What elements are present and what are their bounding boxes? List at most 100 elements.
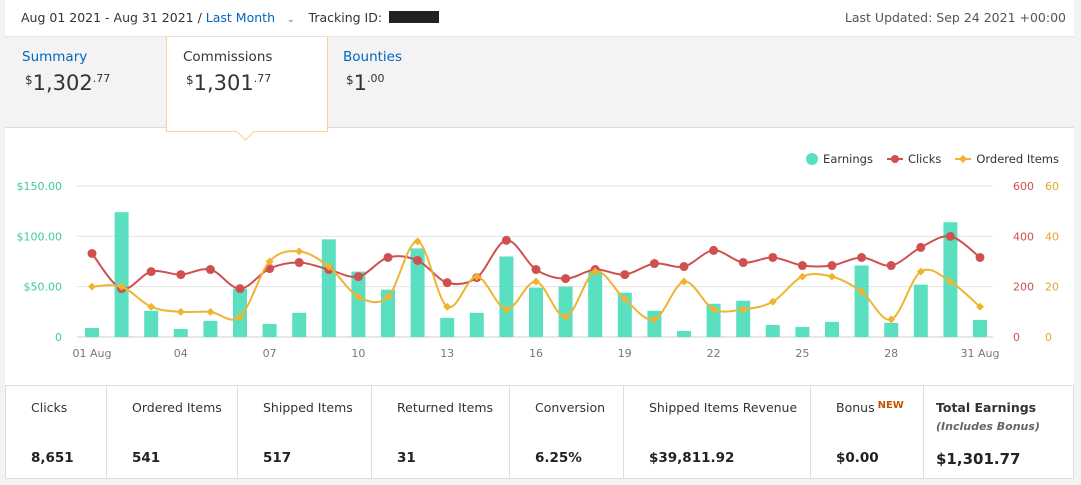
clicks-point (975, 252, 985, 262)
y-right-clicks-tick: 200 (1013, 281, 1034, 294)
tab-commissions[interactable]: Commissions $1,301.77 (166, 37, 328, 141)
stat-shipped-items: Shipped Items 517 (238, 386, 372, 478)
tab-summary[interactable]: Summary $1,302.77 (5, 37, 167, 127)
ordered-items-point (206, 307, 215, 316)
ordered-items-point (147, 302, 156, 311)
stat-bonus: Bonus NEW $0.00 (811, 386, 924, 478)
clicks-point (738, 258, 748, 268)
ordered-items-point (591, 267, 600, 276)
tab-commissions-label[interactable]: Commissions (183, 49, 273, 65)
ordered-items-point (828, 272, 836, 281)
earnings-bar (85, 327, 99, 337)
y-right-items-tick: 20 (1045, 281, 1059, 294)
cents: .77 (92, 72, 111, 85)
x-tick: 07 (263, 347, 277, 360)
legend-earnings[interactable]: Earnings (806, 152, 873, 166)
tab-summary-label[interactable]: Summary (22, 49, 88, 65)
y-right-items-tick: 60 (1045, 180, 1059, 193)
tab-commissions-value: $1,301.77 (186, 71, 271, 95)
clicks-point (620, 270, 630, 280)
ordered-items-point (680, 277, 688, 286)
earnings-bar (262, 323, 277, 337)
period-dropdown[interactable]: Last Month (205, 10, 275, 25)
cents: .00 (367, 72, 385, 85)
y-right-items-tick: 0 (1045, 331, 1052, 344)
earnings-bar (203, 320, 218, 337)
earnings-bar (114, 212, 129, 337)
legend-clicks[interactable]: Clicks (886, 152, 942, 166)
tracking-id-redacted[interactable] (389, 11, 440, 23)
legend-label: Clicks (907, 152, 942, 166)
ordered-items-point (857, 287, 866, 296)
y-left-tick: 0 (55, 331, 62, 344)
clicks-point (857, 252, 867, 262)
ordered-items-point (176, 307, 185, 316)
clicks-point (827, 261, 837, 271)
earnings-bar (351, 271, 366, 337)
clicks-point (916, 242, 926, 252)
earnings-bar (854, 265, 869, 337)
stat-label: Clicks (31, 400, 68, 415)
tab-summary-value: $1,302.77 (25, 71, 110, 95)
ordered-items-point (265, 257, 274, 266)
stat-conversion: Conversion 6.25% (510, 386, 624, 478)
y-right-items-tick: 40 (1045, 230, 1059, 243)
earnings-dot-icon (806, 153, 819, 165)
tab-bounties-label[interactable]: Bounties (343, 49, 403, 65)
y-left-tick: $50.00 (24, 281, 63, 294)
ordered-items-point (117, 282, 126, 291)
x-tick: 01 Aug (73, 347, 112, 360)
chart-panel: Earnings Clicks Ordered Items 0 0 0 $50.00 2… (5, 128, 1074, 385)
chart-legend: Earnings Clicks Ordered Items (806, 152, 1059, 166)
x-tick: 16 (529, 347, 543, 360)
ordered-items-point (236, 312, 244, 321)
stat-value: $0.00 (836, 450, 879, 466)
ordered-items-point (502, 305, 511, 314)
earnings-bar (410, 248, 425, 337)
legend-ordered-items[interactable]: Ordered Items (955, 152, 1059, 166)
clicks-point (205, 265, 215, 275)
earnings-bar (292, 312, 307, 337)
tab-bounties-value: $1.00 (346, 71, 385, 95)
stat-value: 517 (263, 450, 292, 466)
ordered-items-point (709, 305, 718, 314)
earnings-bar (381, 289, 395, 337)
ordered-items-point (88, 282, 96, 291)
clicks-point (531, 265, 541, 275)
x-tick: 22 (707, 347, 721, 360)
date-range: Aug 01 2021 - Aug 31 2021 (21, 10, 194, 25)
clicks-point (294, 258, 304, 268)
earnings-bar (765, 324, 780, 337)
clicks-point (413, 255, 423, 265)
x-tick: 28 (884, 347, 898, 360)
stat-sublabel: (Includes Bonus) (936, 420, 1040, 433)
ordered-items-point (739, 305, 748, 314)
stat-label: Ordered Items (132, 400, 222, 415)
earnings-bar (795, 326, 810, 337)
earnings-bar (173, 328, 188, 337)
stat-label: Conversion (535, 400, 606, 415)
earnings-chart: 0 0 0 $50.00 200 20 $100.00 400 40 $150.00 600 60 01… (17, 180, 1060, 360)
clicks-point (649, 259, 659, 269)
earnings-bar (144, 310, 159, 337)
stat-ordered-items: Ordered Items 541 (107, 386, 238, 478)
chevron-down-icon[interactable]: ⌄ (286, 15, 295, 25)
ordered-items-point (324, 262, 333, 271)
earnings-bar (617, 292, 632, 337)
ordered-items-point (384, 292, 392, 301)
x-tick: 25 (795, 347, 809, 360)
ordered-items-point (650, 315, 659, 324)
clicks-point (87, 248, 97, 258)
earnings-bar (913, 284, 928, 337)
currency: $ (25, 73, 33, 87)
tab-bounties[interactable]: Bounties $1.00 (327, 37, 487, 127)
earnings-bar (558, 286, 573, 337)
cents: .77 (253, 72, 272, 85)
earnings-bar (321, 239, 336, 337)
ordered-items-point (768, 297, 777, 306)
currency: $ (186, 73, 194, 87)
stat-value: 541 (132, 450, 161, 466)
stat-clicks: Clicks 8,651 (6, 386, 107, 478)
y-left-tick: $150.00 (17, 180, 63, 193)
stat-value: 8,651 (31, 450, 74, 466)
